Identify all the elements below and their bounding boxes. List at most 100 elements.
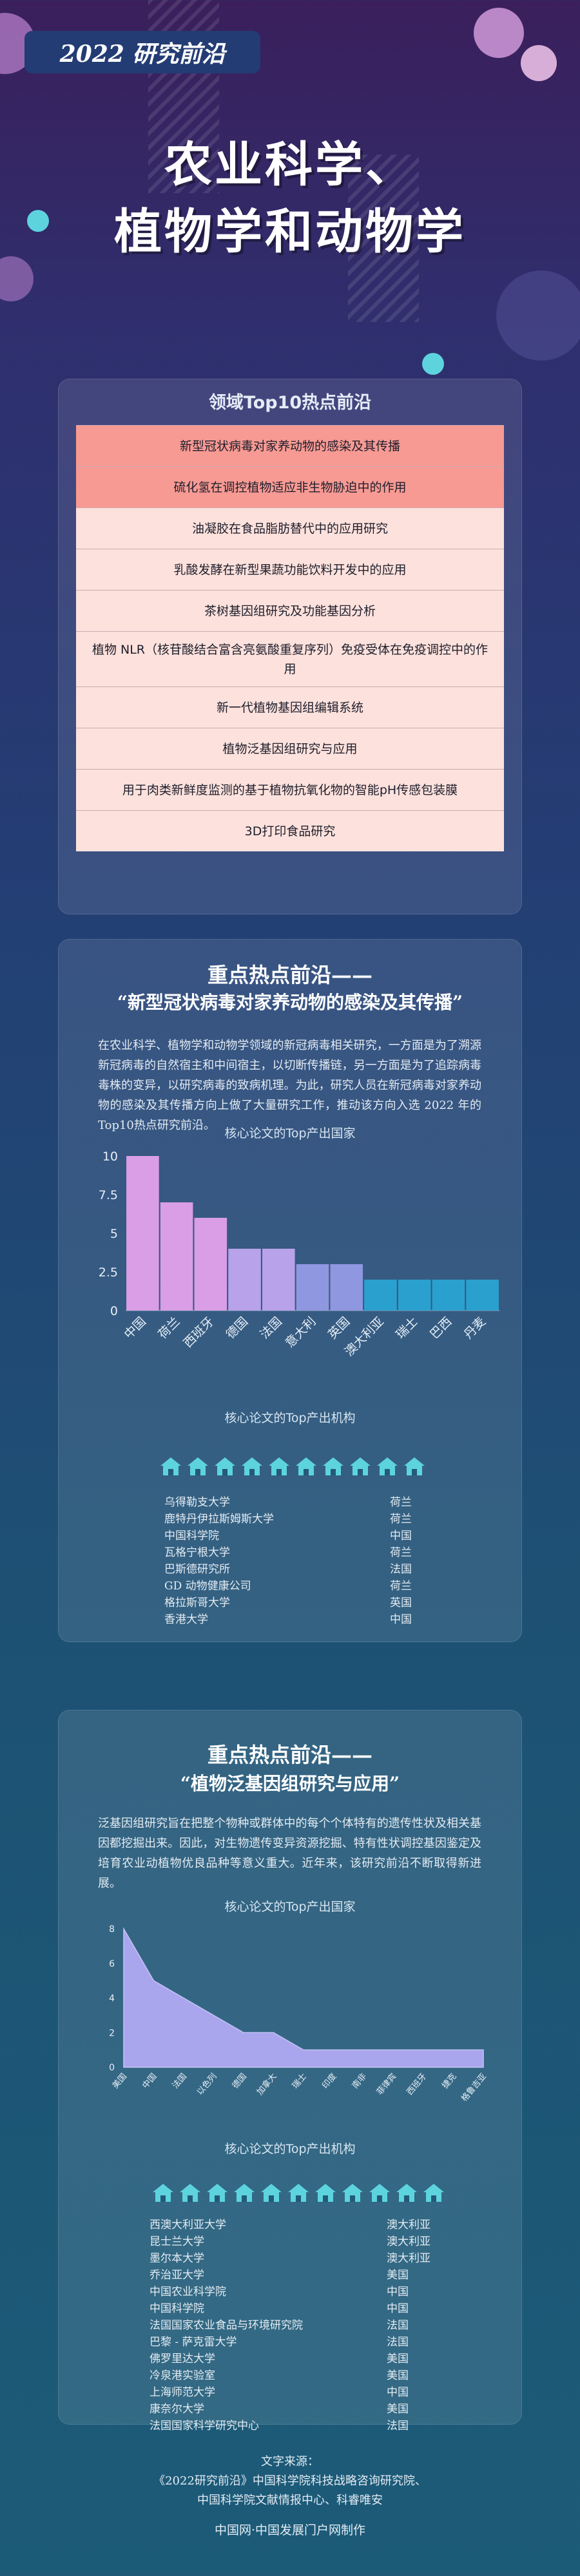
institution-name: 昆士兰大学 <box>150 2235 204 2248</box>
x-tick-label: 德国 <box>231 2072 249 2091</box>
institution-country: 中国 <box>387 2286 409 2298</box>
institution-country: 澳大利亚 <box>387 2219 430 2231</box>
institution-country: 法国 <box>387 2336 409 2349</box>
x-tick-label: 荷兰 <box>155 1314 182 1341</box>
house-icon <box>180 2184 200 2202</box>
x-tick-label: 南非 <box>350 2071 369 2090</box>
bar <box>364 1280 397 1311</box>
institution-country: 法国 <box>387 2420 409 2432</box>
x-tick-label: 中国 <box>121 1314 148 1341</box>
section1-chart-title: 核心论文的Top产出国家 <box>224 1126 356 1141</box>
house-icon <box>296 1457 316 1475</box>
institution-name: 格拉斯哥大学 <box>164 1596 230 1609</box>
institution-name: 法国国家科学研究中心 <box>150 2420 259 2432</box>
institution-name: 佛罗里达大学 <box>150 2353 215 2365</box>
institution-name: 瓦格宁根大学 <box>164 1546 230 1559</box>
house-icon <box>153 2184 173 2202</box>
top10-row: 新一代植物基因组编辑系统 <box>76 687 504 728</box>
house-icon <box>404 1457 425 1475</box>
institution-name: 乌得勒支大学 <box>164 1496 230 1509</box>
institution-name: 冷泉港实验室 <box>150 2369 215 2382</box>
bar <box>296 1264 329 1311</box>
institution-country: 荷兰 <box>390 1513 412 1526</box>
y-tick-label: 6 <box>109 1959 115 1969</box>
y-tick-label: 5 <box>110 1227 118 1241</box>
house-icon <box>396 2184 417 2202</box>
institution-country: 英国 <box>390 1596 412 1609</box>
x-tick-label: 西班牙 <box>180 1314 217 1350</box>
section2-heading: 重点热点前沿—— <box>207 1743 372 1767</box>
x-tick-label: 瑞士 <box>393 1314 420 1341</box>
x-tick-label: 中国 <box>140 2072 159 2091</box>
institution-name: 香港大学 <box>164 1613 208 1626</box>
house-icon <box>261 2184 282 2202</box>
institution-country: 美国 <box>387 2269 409 2282</box>
area-series <box>123 1927 484 2068</box>
source-line-1: 《2022研究前沿》中国科学院科技战略咨询研究院、 <box>153 2474 427 2488</box>
x-tick-label: 捷克 <box>440 2072 458 2091</box>
institution-country: 中国 <box>387 2302 409 2315</box>
x-tick-label: 法国 <box>171 2072 189 2091</box>
bar <box>330 1264 363 1311</box>
y-tick-label: 7.5 <box>99 1188 118 1202</box>
x-tick-label: 西班牙 <box>405 2072 429 2098</box>
house-icon <box>242 1457 262 1475</box>
top10-title: 领域Top10热点前沿 <box>208 393 372 413</box>
section1-inst-title: 核心论文的Top产出机构 <box>224 1411 356 1425</box>
house-icon <box>215 1457 235 1475</box>
house-icon-row-1 <box>160 1457 425 1476</box>
institution-name: GD 动物健康公司 <box>164 1580 251 1593</box>
institution-country: 美国 <box>387 2353 409 2365</box>
house-icon <box>315 2184 336 2202</box>
institution-name: 上海师范大学 <box>150 2386 215 2399</box>
page-title-line1: 农业科学、 <box>164 137 416 193</box>
x-tick-label: 意大利 <box>283 1314 319 1350</box>
bar <box>126 1156 159 1311</box>
section1-heading: 重点热点前沿—— <box>207 963 372 987</box>
house-icon-row-2 <box>152 2183 445 2202</box>
year-badge: 2022 研究前沿 <box>24 31 260 73</box>
institution-country: 美国 <box>387 2369 409 2382</box>
institution-name: 鹿特丹伊拉斯姆斯大学 <box>164 1513 274 1526</box>
page-title-line2: 植物学和动物学 <box>114 204 466 260</box>
top10-row: 新型冠状病毒对家养动物的感染及其传播 <box>76 425 504 466</box>
top10-row: 硫化氢在调控植物适应非生物胁迫中的作用 <box>76 466 504 507</box>
credit-line: 中国网·中国发展门户网制作 <box>214 2523 366 2537</box>
x-tick-label: 印度 <box>320 2071 339 2090</box>
bar <box>398 1280 431 1311</box>
bar <box>432 1280 465 1311</box>
house-icon <box>342 2184 363 2202</box>
institution-name: 西澳大利亚大学 <box>150 2219 226 2231</box>
y-tick-label: 0 <box>109 2063 115 2073</box>
bar <box>160 1202 193 1311</box>
institution-name: 巴斯德研究所 <box>164 1563 230 1576</box>
bar <box>466 1280 499 1311</box>
institution-country: 中国 <box>390 1613 412 1626</box>
bar <box>228 1249 261 1311</box>
house-icon <box>269 1457 289 1475</box>
source-label: 文字来源： <box>261 2455 319 2468</box>
x-tick-label: 以色列 <box>195 2071 218 2097</box>
x-tick-label: 巴西 <box>427 1314 454 1341</box>
section2-subheading: “植物泛基因组研究与应用” <box>180 1773 400 1794</box>
y-tick-label: 4 <box>109 1994 115 2004</box>
section1-subheading: “新型冠状病毒对家养动物的感染及其传播” <box>117 992 463 1013</box>
x-tick-label: 加拿大 <box>255 2071 278 2097</box>
top10-row: 用于肉类新鲜度监测的基于植物抗氧化物的智能pH传感包装膜 <box>76 769 504 810</box>
house-icon <box>207 2184 227 2202</box>
institution-country: 法国 <box>390 1563 412 1576</box>
institution-name: 中国科学院 <box>164 1530 219 1542</box>
house-icon <box>234 2184 255 2202</box>
source-line-2: 中国科学院文献情报中心、科睿唯安 <box>197 2494 383 2507</box>
x-tick-label: 格鲁吉亚 <box>459 2071 488 2103</box>
house-icon <box>423 2184 444 2202</box>
y-tick-label: 10 <box>102 1150 118 1164</box>
y-tick-label: 2 <box>109 2028 115 2038</box>
institution-name: 乔治亚大学 <box>150 2269 204 2282</box>
institution-name: 墨尔本大学 <box>150 2252 204 2265</box>
top10-row: 植物泛基因组研究与应用 <box>76 728 504 769</box>
top10-row: 油凝胶在食品脂肪替代中的应用研究 <box>76 507 504 549</box>
top10-row: 3D打印食品研究 <box>76 810 504 851</box>
house-icon <box>288 2184 309 2202</box>
